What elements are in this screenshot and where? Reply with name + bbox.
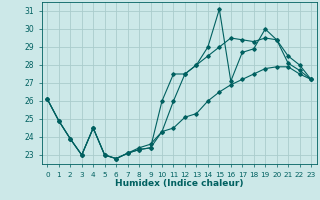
X-axis label: Humidex (Indice chaleur): Humidex (Indice chaleur) <box>115 179 244 188</box>
